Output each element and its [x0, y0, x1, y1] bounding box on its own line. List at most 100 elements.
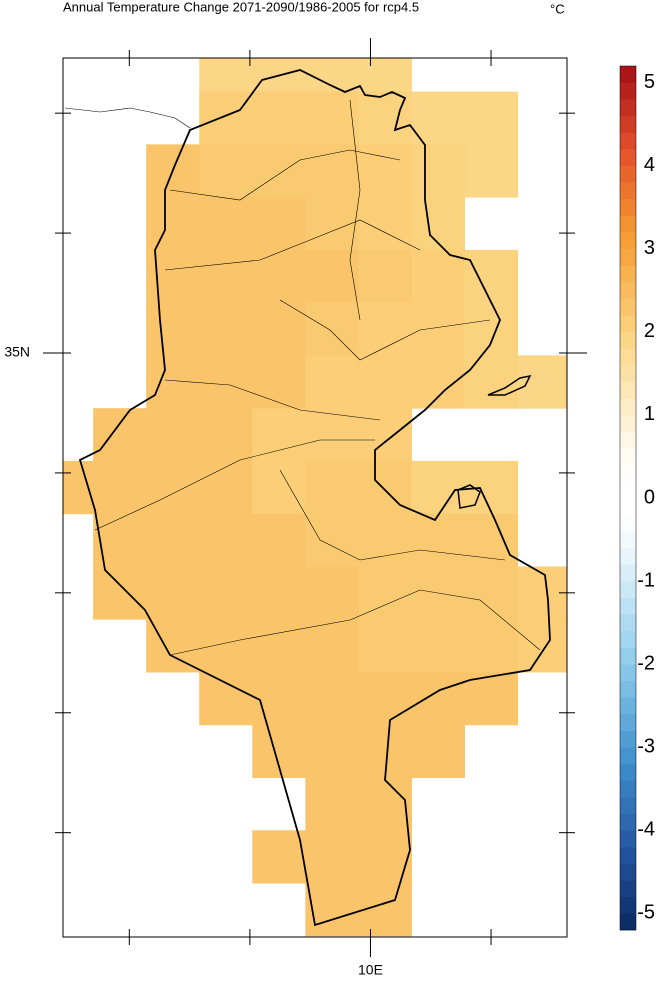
colorbar-swatch [620, 115, 636, 133]
colorbar-swatch [620, 547, 636, 565]
border-line [169, 149, 401, 201]
colorbar: 5 4 3 2 1 0 -1 -2 -3 -4 -5 [619, 65, 655, 931]
grid-cell [199, 460, 253, 515]
border-line [169, 589, 541, 656]
grid-cell [252, 302, 306, 356]
colorbar-swatch [620, 830, 636, 848]
colorbar-swatch [620, 813, 636, 831]
colorbar-swatch [620, 498, 636, 515]
grid-cell [517, 619, 567, 673]
colorbar-swatch [620, 880, 636, 898]
grid-cell [305, 408, 359, 462]
grid-cell [199, 91, 253, 145]
grid-cell [199, 144, 253, 198]
grid-cell [93, 460, 147, 515]
grid-cell [252, 460, 306, 515]
colorbar-swatch [620, 149, 636, 166]
colorbar-swatch [620, 298, 636, 316]
grid-cell [305, 249, 359, 304]
border-line [94, 439, 375, 531]
grid-cell [411, 671, 466, 726]
algeria-coast [64, 107, 191, 129]
country-outline [64, 69, 551, 927]
grid-cell [146, 302, 200, 356]
grid-cell [305, 144, 359, 198]
grid-cell [411, 619, 466, 673]
colorbar-tick-label: -3 [637, 736, 655, 758]
grid-cell [252, 566, 306, 620]
grid-cell [464, 91, 519, 145]
grid-cell [146, 249, 200, 304]
grid-cell [146, 513, 200, 567]
grid-cell [411, 144, 466, 198]
colorbar-swatch [620, 381, 636, 399]
colorbar-swatch [620, 398, 636, 416]
colorbar-swatch [620, 215, 636, 233]
colorbar-swatch [620, 82, 636, 100]
grid-cell [199, 408, 253, 462]
colorbar-swatch [620, 132, 636, 150]
colorbar-swatch [620, 414, 636, 432]
colorbar-swatch [620, 913, 636, 931]
grid-cell [199, 197, 253, 251]
colorbar-swatch [620, 581, 636, 598]
border-line [164, 219, 421, 271]
colorbar-swatch [620, 680, 636, 698]
colorbar-swatch [620, 99, 636, 117]
grid-cell [305, 91, 359, 145]
colorbar-swatch [620, 198, 636, 216]
grid-cell [199, 355, 253, 409]
colorbar-tick-label: 4 [644, 154, 655, 176]
colorbar-swatch [620, 448, 636, 466]
grid-cell [411, 460, 466, 515]
grid-cell [305, 460, 359, 515]
grid-cell [464, 619, 519, 673]
grid-cell [305, 302, 359, 356]
colorbar-swatch [620, 265, 636, 283]
colorbar-swatch [620, 348, 636, 366]
grid-cell [464, 355, 519, 409]
kerkennah-island [487, 374, 532, 396]
colorbar-tick-label: 3 [644, 237, 655, 259]
map-frame [62, 57, 568, 938]
grid-cell [63, 460, 94, 515]
grid-cell [252, 355, 306, 409]
grid-cell [358, 408, 412, 462]
grid-cell [464, 513, 519, 567]
grid-cell [93, 408, 147, 462]
colorbar-tick-label: -4 [637, 819, 655, 841]
colorbar-swatch [620, 248, 636, 266]
colorbar-swatch [620, 597, 636, 615]
grid-cell [146, 566, 200, 620]
grid-cell [358, 619, 412, 673]
colorbar-swatch [620, 763, 636, 781]
colorbar-swatch [620, 66, 636, 83]
border-line [279, 299, 491, 361]
grid-cell [358, 58, 412, 93]
map-title: Annual Temperature Change 2071-2090/1986… [63, 0, 419, 14]
grid-cell [199, 566, 253, 620]
grid-cell [411, 724, 466, 779]
colorbar-swatch [620, 331, 636, 349]
colorbar-swatch [620, 282, 636, 299]
colorbar-swatch [620, 863, 636, 881]
grid-cell [252, 249, 306, 304]
grid-cell [305, 777, 359, 831]
tunisia-border [78, 69, 551, 927]
colorbar-swatch [620, 846, 636, 864]
grid-cell [252, 408, 306, 462]
colorbar-swatch [620, 431, 636, 449]
grid-cell [517, 355, 567, 409]
grid-cell [305, 671, 359, 726]
grid-cell [358, 883, 412, 937]
colorbar-swatch [620, 664, 636, 682]
grid-cell [411, 91, 466, 145]
grid-cell [358, 566, 412, 620]
colorbar-swatch [620, 564, 636, 582]
colorbar-swatch [620, 614, 636, 632]
grid-cell [199, 619, 253, 673]
grid-cell [358, 671, 412, 726]
grid-cell [517, 566, 567, 620]
grid-cell [199, 671, 253, 726]
